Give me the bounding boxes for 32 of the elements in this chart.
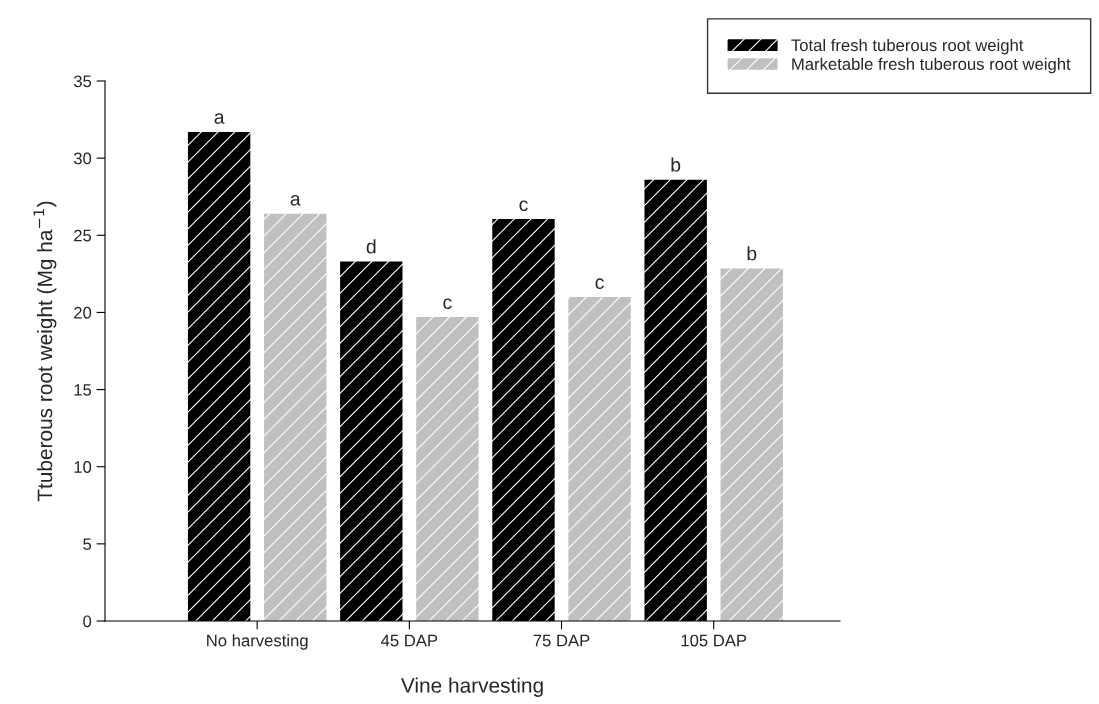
bar [492, 219, 555, 621]
y-axis-title: Ttuberous root weight (Mg ha$^{−1}$) [33, 201, 57, 502]
data-label: b [747, 246, 757, 261]
x-tick-label: 45 DAP [381, 634, 438, 647]
bar [644, 179, 707, 621]
data-label: b [671, 157, 681, 172]
y-tick-label: 25 [74, 229, 92, 242]
bar [187, 131, 251, 621]
data-label: a [290, 195, 301, 206]
bar [416, 317, 479, 621]
x-tick-label: No harvesting [207, 634, 308, 650]
legend-label: Marketable fresh tuberous root weight [792, 57, 1071, 74]
data-label: d [366, 239, 376, 254]
y-tick-label: 15 [74, 384, 92, 396]
data-label: c [595, 278, 604, 289]
data-label: c [443, 298, 452, 310]
y-tick-label: 0 [83, 615, 92, 628]
data-label: c [519, 200, 528, 212]
legend-label: Total fresh tuberous root weight [791, 38, 1024, 55]
data-label: a [214, 113, 225, 124]
y-tick-label: 35 [73, 75, 92, 88]
x-tick-label: 75 DAP [533, 634, 590, 647]
bar [568, 297, 631, 621]
y-tick-label: 10 [74, 461, 92, 473]
x-axis-title: Vine harvesting [400, 677, 543, 697]
y-tick-label: 20 [74, 306, 92, 319]
y-tick-label: 30 [73, 152, 92, 165]
bar [340, 261, 403, 621]
x-tick-label: 105 DAP [681, 634, 747, 647]
bar [264, 213, 327, 621]
bar [720, 268, 783, 621]
y-tick-label: 5 [83, 538, 92, 551]
